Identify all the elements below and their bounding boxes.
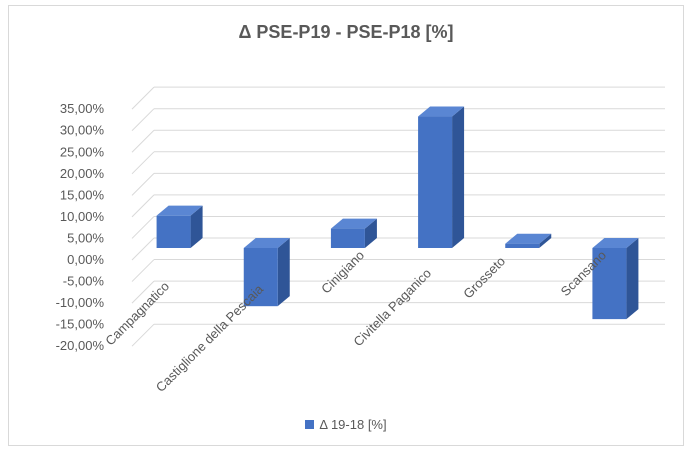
gridline-depth	[131, 237, 155, 261]
bar-side	[452, 106, 465, 248]
gridline-depth	[131, 216, 155, 239]
chart-legend: Δ 19-18 [%]	[0, 417, 692, 432]
gridline-depth	[131, 86, 155, 110]
y-tick-label: 20,00%	[60, 166, 105, 181]
y-tick-label: 30,00%	[60, 123, 105, 138]
chart-title: Δ PSE-P19 - PSE-P18 [%]	[238, 22, 454, 42]
bar	[243, 248, 278, 307]
y-tick-label: 15,00%	[60, 187, 105, 202]
bar-top	[505, 233, 552, 244]
gridline-depth	[131, 151, 155, 175]
y-tick-label: -10,00%	[56, 295, 105, 310]
x-tick-label: Cinigiano	[318, 248, 367, 297]
y-tick-label: 25,00%	[60, 144, 105, 159]
bar-side	[277, 238, 290, 307]
y-tick-label: 5,00%	[67, 230, 104, 245]
gridline-depth	[131, 280, 155, 304]
bar-top	[330, 218, 377, 229]
gridline-depth	[131, 259, 155, 282]
bar	[505, 243, 540, 248]
y-tick-label: -5,00%	[63, 274, 105, 289]
gridline-depth	[131, 302, 155, 326]
bar-side	[364, 218, 377, 248]
x-tick-label: Grosseto	[460, 254, 508, 302]
y-tick-label: -15,00%	[56, 317, 105, 332]
legend-swatch	[305, 420, 315, 429]
y-tick-label: 35,00%	[60, 101, 105, 116]
gridline-depth	[131, 129, 155, 153]
x-tick-label: Castiglione della Pescaia	[153, 281, 267, 395]
gridline-depth	[131, 172, 155, 196]
bar-side	[626, 238, 639, 320]
y-tick-label: 0,00%	[67, 252, 104, 267]
gridline-depth	[131, 194, 155, 218]
legend-label: Δ 19-18 [%]	[319, 417, 387, 432]
x-tick-label: Civitella Paganico	[350, 266, 434, 350]
bar	[592, 248, 627, 320]
y-tick-label: -20,00%	[56, 338, 105, 353]
gridline-depth	[131, 108, 155, 132]
bar-top	[592, 238, 639, 248]
bar	[156, 215, 191, 248]
gridline-depth	[131, 323, 155, 347]
bar-side	[539, 233, 552, 248]
x-tick-label: Campagnatico	[102, 279, 172, 349]
bar-side	[190, 205, 203, 248]
bar	[418, 116, 453, 248]
bar-top	[418, 106, 465, 117]
bar-top	[156, 205, 203, 216]
bar	[330, 228, 365, 248]
y-tick-label: 10,00%	[60, 209, 105, 224]
bar-top	[243, 238, 290, 248]
